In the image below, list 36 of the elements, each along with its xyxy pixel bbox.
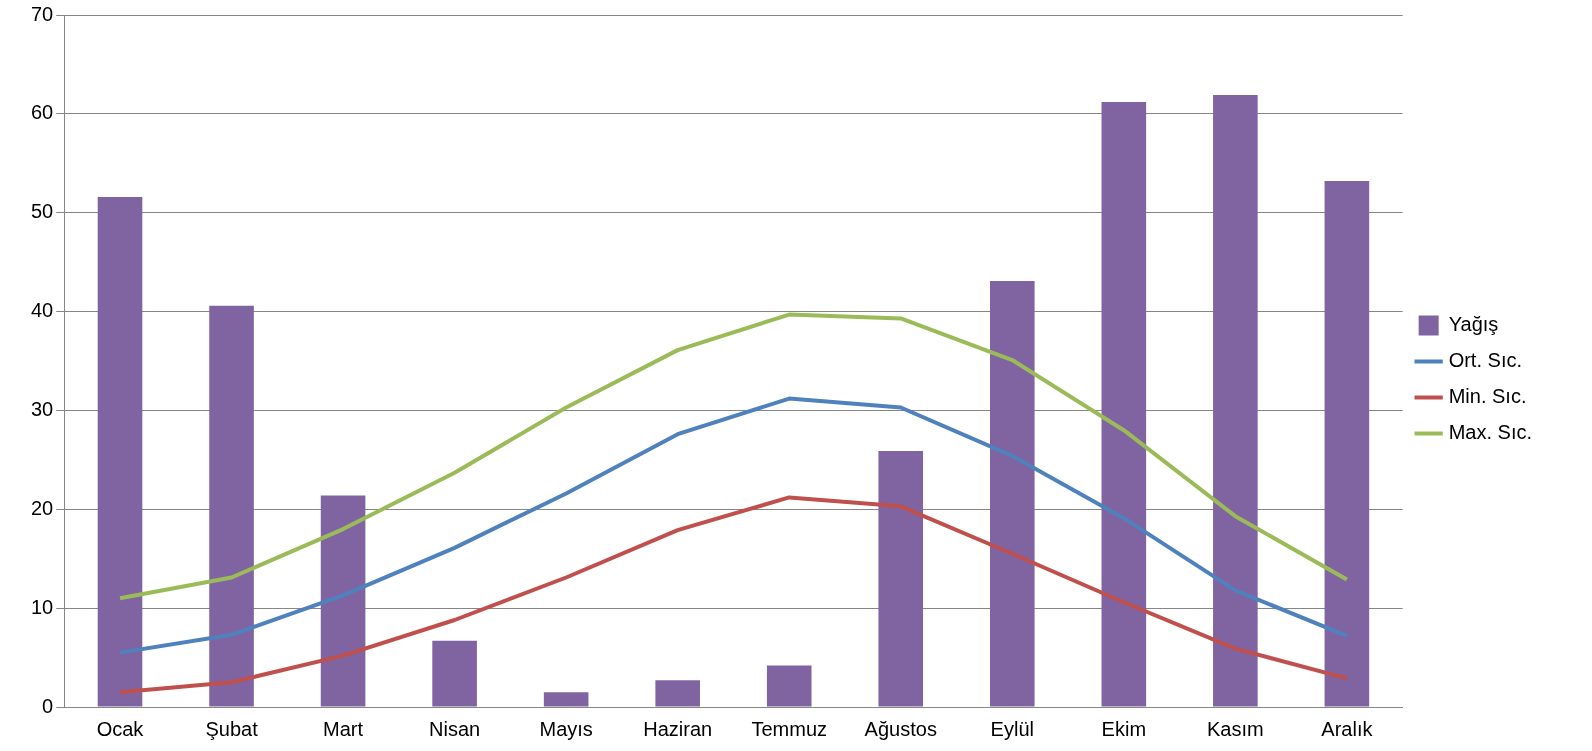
bar	[1213, 95, 1258, 707]
x-tick-label: Haziran	[643, 717, 713, 740]
x-tick-label: Şubat	[205, 717, 259, 740]
y-tick-label: 60	[31, 101, 54, 124]
x-tick-label: Mayıs	[539, 717, 593, 740]
y-tick-label: 70	[31, 2, 54, 25]
y-tick-label: 30	[31, 397, 54, 420]
y-tick-label: 0	[42, 694, 54, 717]
bar	[766, 665, 812, 707]
bar	[655, 680, 700, 707]
y-tick-label: 40	[31, 299, 54, 322]
y-tick-label: 10	[31, 595, 54, 618]
bar	[209, 305, 254, 707]
legend-label: Yağış	[1448, 313, 1499, 336]
x-tick-label: Ekim	[1101, 717, 1147, 740]
y-tick-label: 20	[31, 496, 54, 519]
x-tick-label: Temmuz	[751, 717, 827, 740]
bar	[1324, 181, 1370, 707]
x-tick-label: Aralık	[1321, 717, 1374, 740]
x-tick-label: Nisan	[429, 717, 481, 740]
x-tick-label: Ocak	[96, 717, 145, 740]
bar	[1101, 101, 1147, 707]
bar	[320, 495, 366, 707]
legend-label: Min. Sıc.	[1448, 385, 1527, 408]
bar	[878, 450, 924, 707]
bar	[97, 196, 143, 707]
x-tick-label: Mart	[323, 717, 364, 740]
x-tick-label: Ağustos	[864, 717, 937, 740]
y-tick-label: 50	[31, 200, 54, 223]
bar	[543, 692, 589, 707]
legend-label: Max. Sıc.	[1448, 421, 1533, 444]
bar	[432, 640, 477, 707]
x-tick-label: Kasım	[1207, 717, 1264, 740]
x-tick-label: Eylül	[990, 717, 1034, 740]
legend-label: Ort. Sıc.	[1448, 349, 1522, 372]
bar	[989, 280, 1035, 707]
